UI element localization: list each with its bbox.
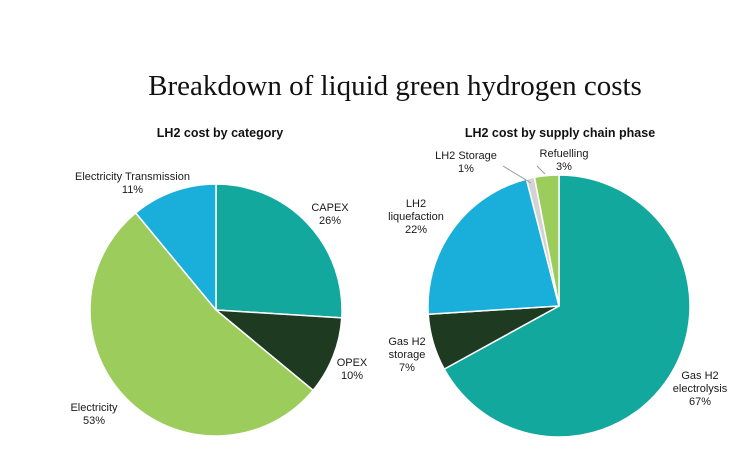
pie-slice-electricity-transmission (134, 183, 217, 311)
chart-title: Breakdown of liquid green hydrogen costs (148, 70, 642, 102)
pie-slice-capex (215, 183, 343, 319)
right-chart-subtitle: LH2 cost by supply chain phase (464, 126, 656, 140)
refuelling-label: Refuelling 3% (539, 148, 589, 173)
electricity-transmission-label: Electricity Transmission 11% (75, 171, 190, 196)
lh2-storage-leader-line (502, 165, 532, 184)
refuelling-leader-line (536, 165, 546, 175)
gas-h2-storage-label: Gas H2 storage 7% (388, 336, 426, 374)
pie-slice-electricity (89, 212, 314, 437)
right-pie (427, 174, 691, 438)
left-pie (89, 183, 343, 437)
pie-slice-refuelling (533, 174, 560, 307)
opex-label: OPEX 10% (336, 357, 368, 382)
lh2-liquefaction-label: LH2 liquefaction 22% (388, 198, 444, 236)
capex-label: CAPEX 26% (311, 202, 349, 227)
gas-h2-electrolysis-label: Gas H2 electrolysis 67% (672, 370, 728, 408)
lh2-storage-label: LH2 Storage 1% (435, 150, 497, 175)
pie-slice-lh2-liquefaction (427, 178, 560, 315)
pie-slice-gas-h2-electrolysis (443, 174, 691, 438)
left-chart-subtitle: LH2 cost by category (156, 126, 284, 140)
pie-slice-opex (215, 309, 343, 392)
electricity-label: Electricity 53% (70, 402, 118, 427)
